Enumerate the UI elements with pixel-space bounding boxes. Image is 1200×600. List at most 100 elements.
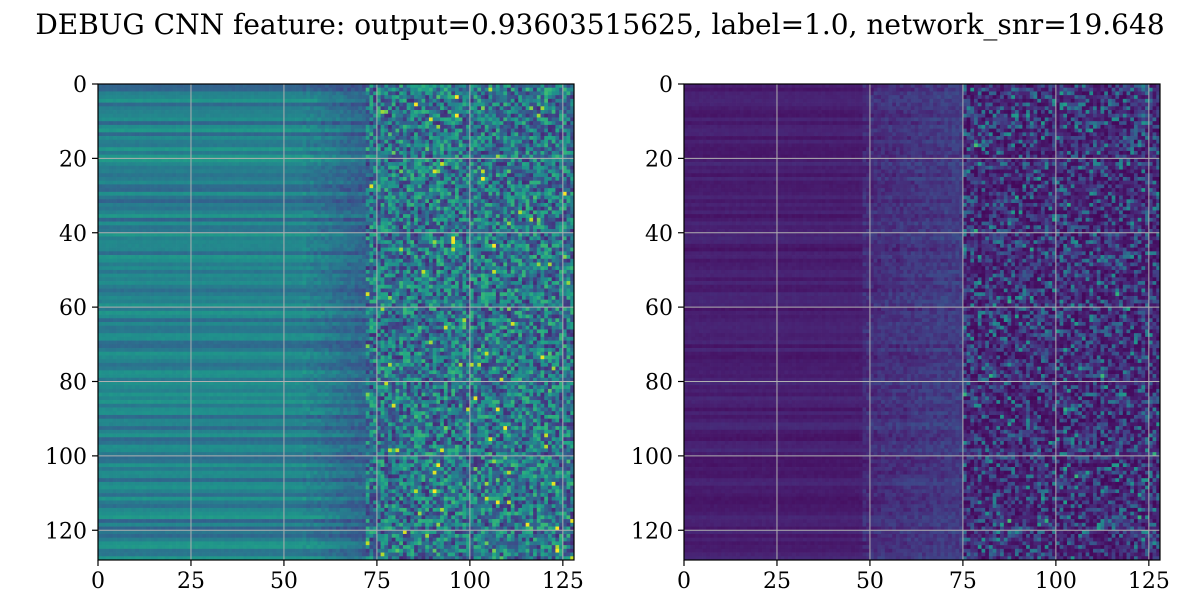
heatmap-cell — [143, 84, 147, 88]
heatmap-cell — [388, 136, 392, 140]
heatmap-cell — [306, 136, 310, 140]
heatmap-cell — [537, 192, 541, 196]
heatmap-cell — [169, 95, 173, 99]
heatmap-cell — [410, 88, 414, 92]
heatmap-cell — [314, 147, 318, 151]
heatmap-cell — [184, 184, 188, 188]
heatmap-cell — [436, 103, 440, 107]
heatmap-cell — [150, 173, 154, 177]
heatmap-cell — [217, 158, 221, 162]
heatmap-cell — [336, 192, 340, 196]
heatmap-cell — [477, 117, 481, 121]
heatmap-cell — [288, 140, 292, 144]
heatmap-cell — [555, 199, 559, 203]
heatmap-cell — [128, 162, 132, 166]
heatmap-cell — [485, 184, 489, 188]
heatmap-cell — [511, 203, 515, 207]
heatmap-cell — [113, 117, 117, 121]
heatmap-cell — [176, 181, 180, 185]
heatmap-cell — [492, 117, 496, 121]
heatmap-cell — [117, 106, 121, 110]
heatmap-cell — [329, 99, 333, 103]
heatmap-cell — [474, 110, 478, 114]
heatmap-cell — [284, 91, 288, 95]
heatmap-cell — [325, 106, 329, 110]
heatmap-cell — [355, 114, 359, 118]
heatmap-cell — [343, 140, 347, 144]
heatmap-cell — [492, 132, 496, 136]
heatmap-cell — [284, 110, 288, 114]
heatmap-cell — [425, 84, 429, 88]
heatmap-cell — [247, 114, 251, 118]
heatmap-cell — [526, 181, 530, 185]
heatmap-cell — [120, 184, 124, 188]
heatmap-cell — [492, 188, 496, 192]
heatmap-cell — [526, 106, 530, 110]
heatmap-cell — [239, 140, 243, 144]
heatmap-cell — [410, 95, 414, 99]
heatmap-cell — [500, 188, 504, 192]
heatmap-cell — [358, 192, 362, 196]
heatmap-cell — [396, 144, 400, 148]
heatmap-cell — [250, 144, 254, 148]
heatmap-cell — [396, 121, 400, 125]
heatmap-cell — [492, 103, 496, 107]
heatmap-cell — [436, 199, 440, 203]
heatmap-cell — [202, 162, 206, 166]
heatmap-cell — [310, 103, 314, 107]
heatmap-cell — [109, 95, 113, 99]
heatmap-cell — [109, 162, 113, 166]
heatmap-cell — [555, 110, 559, 114]
heatmap-cell — [462, 177, 466, 181]
heatmap-cell — [425, 110, 429, 114]
heatmap-cell — [288, 117, 292, 121]
heatmap-cell — [232, 114, 236, 118]
heatmap-cell — [236, 199, 240, 203]
heatmap-cell — [232, 95, 236, 99]
heatmap-cell — [422, 121, 426, 125]
heatmap-cell — [273, 103, 277, 107]
heatmap-cell — [146, 196, 150, 200]
heatmap-cell — [247, 203, 251, 207]
heatmap-cell — [425, 147, 429, 151]
heatmap-cell — [440, 99, 444, 103]
heatmap-cell — [154, 162, 158, 166]
heatmap-cell — [273, 147, 277, 151]
heatmap-cell — [105, 129, 109, 133]
heatmap-cell — [213, 132, 217, 136]
heatmap-cell — [224, 173, 228, 177]
heatmap-cell — [425, 136, 429, 140]
heatmap-cell — [552, 203, 556, 207]
heatmap-cell — [548, 88, 552, 92]
heatmap-cell — [459, 203, 463, 207]
heatmap-cell — [418, 103, 422, 107]
heatmap-cell — [128, 158, 132, 162]
heatmap-cell — [191, 177, 195, 181]
heatmap-cell — [429, 192, 433, 196]
heatmap-cell — [522, 158, 526, 162]
heatmap-cell — [500, 91, 504, 95]
heatmap-cell — [351, 110, 355, 114]
heatmap-cell — [500, 207, 504, 211]
heatmap-cell — [247, 199, 251, 203]
heatmap-cell — [481, 103, 485, 107]
heatmap-cell — [485, 91, 489, 95]
heatmap-cell — [455, 203, 459, 207]
heatmap-cell — [332, 95, 336, 99]
heatmap-cell — [544, 99, 548, 103]
heatmap-cell — [146, 88, 150, 92]
heatmap-cell — [507, 99, 511, 103]
heatmap-cell — [555, 95, 559, 99]
heatmap-cell — [515, 84, 519, 88]
heatmap-cell — [265, 95, 269, 99]
heatmap-cell — [236, 144, 240, 148]
heatmap-cell — [544, 129, 548, 133]
heatmap-cell — [451, 184, 455, 188]
heatmap-cell — [254, 199, 258, 203]
heatmap-cell — [176, 136, 180, 140]
heatmap-cell — [355, 103, 359, 107]
heatmap-cell — [429, 84, 433, 88]
heatmap-cell — [321, 144, 325, 148]
heatmap-cell — [429, 170, 433, 174]
